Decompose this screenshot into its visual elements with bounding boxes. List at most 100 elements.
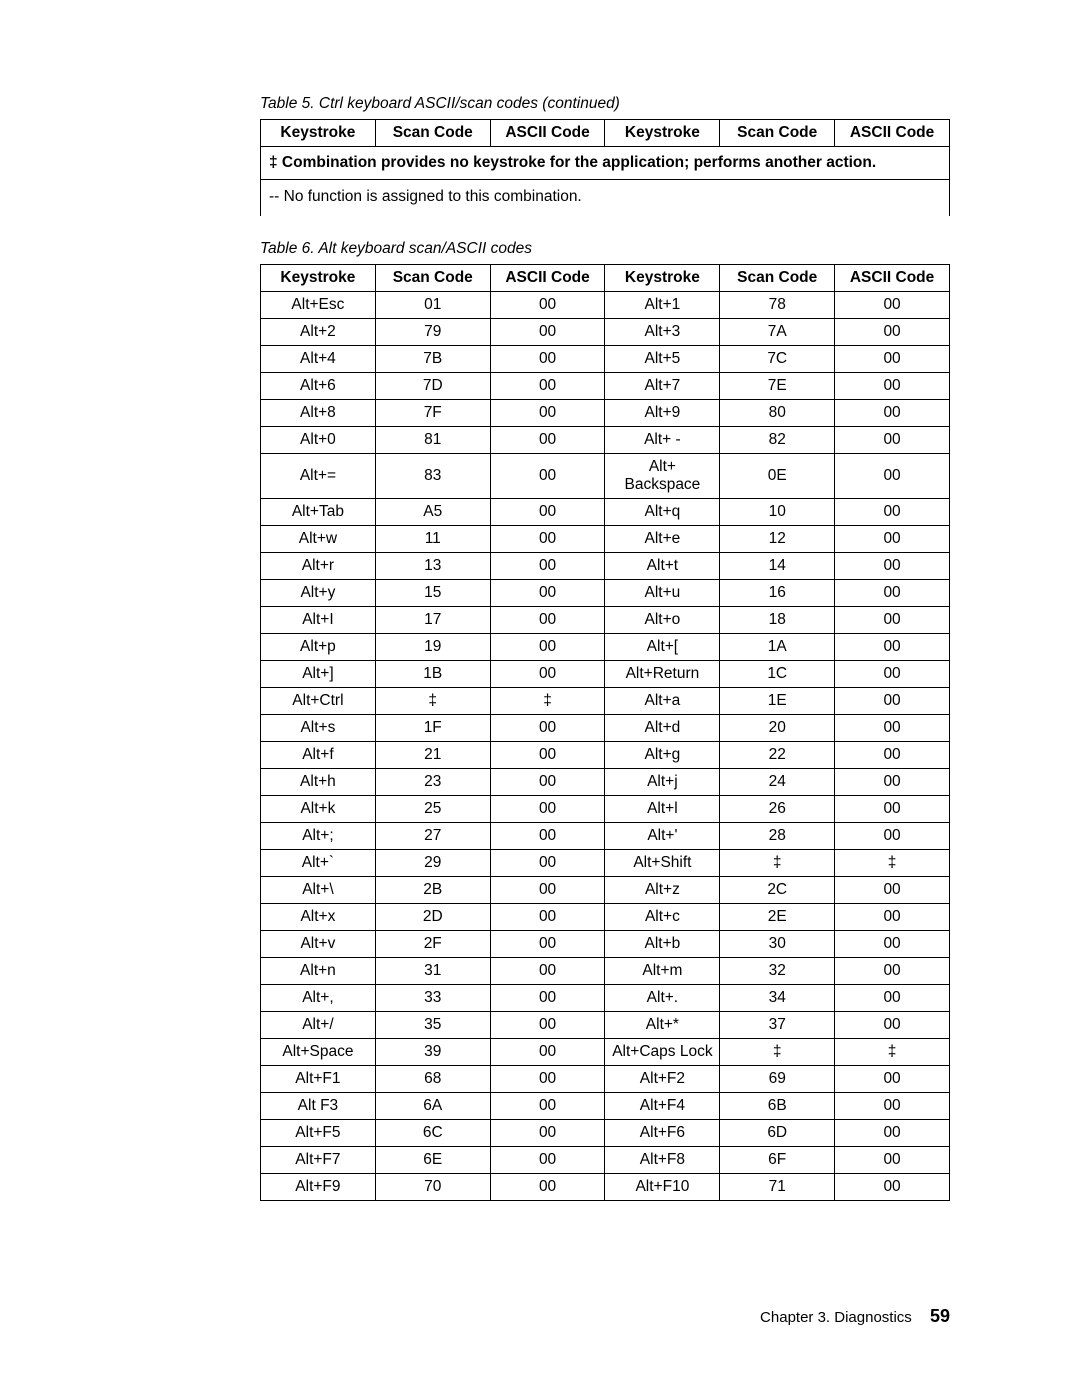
table-cell: 7F	[375, 400, 490, 427]
table-cell: 00	[835, 715, 950, 742]
table-cell: 00	[835, 634, 950, 661]
table5-header: Keystroke	[605, 120, 720, 147]
table-cell: 21	[375, 742, 490, 769]
table-cell: 6F	[720, 1147, 835, 1174]
table-cell: 00	[490, 319, 605, 346]
table6-header: ASCII Code	[490, 265, 605, 292]
table-cell: 29	[375, 850, 490, 877]
table-cell: 1A	[720, 634, 835, 661]
table-cell: 70	[375, 1174, 490, 1201]
table-cell: Alt+Caps Lock	[605, 1039, 720, 1066]
table5-header-row: Keystroke Scan Code ASCII Code Keystroke…	[261, 120, 950, 147]
table6-header: ASCII Code	[835, 265, 950, 292]
table-cell: 16	[720, 580, 835, 607]
table-cell: 30	[720, 931, 835, 958]
table5-header: Keystroke	[261, 120, 376, 147]
table-cell: Alt+x	[261, 904, 376, 931]
table-cell: Alt+m	[605, 958, 720, 985]
table-cell: 00	[490, 580, 605, 607]
table-cell: 1E	[720, 688, 835, 715]
table-row: Alt+Space3900Alt+Caps Lock‡‡	[261, 1039, 950, 1066]
table-cell: Alt+F6	[605, 1120, 720, 1147]
table-cell: Alt+I	[261, 607, 376, 634]
table-cell: 6A	[375, 1093, 490, 1120]
table-cell: 00	[835, 688, 950, 715]
table-cell: 6E	[375, 1147, 490, 1174]
table-cell: Alt F3	[261, 1093, 376, 1120]
table-row: Alt+w1100Alt+e1200	[261, 526, 950, 553]
table-cell: 00	[490, 877, 605, 904]
table-cell: 00	[490, 958, 605, 985]
table-cell: 2C	[720, 877, 835, 904]
table-cell: 00	[835, 1120, 950, 1147]
table-cell: 20	[720, 715, 835, 742]
table-row: Alt+h2300Alt+j2400	[261, 769, 950, 796]
table-row: Alt+/3500Alt+*3700	[261, 1012, 950, 1039]
table-cell: Alt+Shift	[605, 850, 720, 877]
table-cell: 79	[375, 319, 490, 346]
table-row: Alt+F56C00Alt+F66D00	[261, 1120, 950, 1147]
table-row: Alt+n3100Alt+m3200	[261, 958, 950, 985]
table-cell: 25	[375, 796, 490, 823]
table-row: Alt+F16800Alt+F26900	[261, 1066, 950, 1093]
table-cell: 00	[835, 427, 950, 454]
table-cell: 00	[835, 1147, 950, 1174]
table-cell: Alt+f	[261, 742, 376, 769]
table-cell: 2B	[375, 877, 490, 904]
table-cell: Alt+1	[605, 292, 720, 319]
table-row: Alt+k2500Alt+l2600	[261, 796, 950, 823]
table-cell: Alt+u	[605, 580, 720, 607]
page-footer: Chapter 3. Diagnostics 59	[760, 1306, 950, 1327]
table-cell: Alt+7	[605, 373, 720, 400]
table-cell: Alt+t	[605, 553, 720, 580]
table-cell: 6D	[720, 1120, 835, 1147]
table-cell: 00	[490, 1174, 605, 1201]
table5-header: Scan Code	[720, 120, 835, 147]
table-cell: Alt+g	[605, 742, 720, 769]
table-cell: Alt+Ctrl	[261, 688, 376, 715]
table-cell: Alt+F5	[261, 1120, 376, 1147]
table-cell: 68	[375, 1066, 490, 1093]
table-cell: 7A	[720, 319, 835, 346]
table-cell: Alt+;	[261, 823, 376, 850]
table-cell: 34	[720, 985, 835, 1012]
table-cell: Alt+e	[605, 526, 720, 553]
table-cell: 00	[490, 553, 605, 580]
table-cell: Alt+[	[605, 634, 720, 661]
table-row: Alt+f2100Alt+g2200	[261, 742, 950, 769]
table-cell: 00	[835, 958, 950, 985]
table-cell: 28	[720, 823, 835, 850]
table-cell: 00	[490, 1120, 605, 1147]
footer-page-number: 59	[930, 1306, 950, 1326]
table-cell: 00	[490, 1093, 605, 1120]
table-row: Alt+87F00Alt+98000	[261, 400, 950, 427]
table-cell: Alt+n	[261, 958, 376, 985]
table-cell: 0E	[720, 454, 835, 499]
table-cell: 14	[720, 553, 835, 580]
table-row: Alt+Ctrl‡‡Alt+a1E00	[261, 688, 950, 715]
table-cell: 00	[490, 931, 605, 958]
table-cell: 00	[490, 499, 605, 526]
table-cell: 00	[490, 526, 605, 553]
table-row: Alt+p1900Alt+[1A00	[261, 634, 950, 661]
table-cell: 1B	[375, 661, 490, 688]
table-cell: Alt+'	[605, 823, 720, 850]
table-cell: Alt+/	[261, 1012, 376, 1039]
table-cell: 00	[835, 661, 950, 688]
table-cell: 00	[835, 400, 950, 427]
table-row: Alt+47B00Alt+57C00	[261, 346, 950, 373]
table-cell: 31	[375, 958, 490, 985]
table-cell: 00	[490, 823, 605, 850]
table-cell: 00	[835, 499, 950, 526]
table-cell: Alt+s	[261, 715, 376, 742]
table6-header: Keystroke	[261, 265, 376, 292]
table-cell: Alt+.	[605, 985, 720, 1012]
table5-header: ASCII Code	[835, 120, 950, 147]
table-cell: Alt+q	[605, 499, 720, 526]
table-cell: Alt+k	[261, 796, 376, 823]
table-row: Alt+TabA500Alt+q1000	[261, 499, 950, 526]
table-cell: 00	[835, 796, 950, 823]
table-cell: 00	[490, 796, 605, 823]
table-cell: Alt+j	[605, 769, 720, 796]
table-cell: 83	[375, 454, 490, 499]
